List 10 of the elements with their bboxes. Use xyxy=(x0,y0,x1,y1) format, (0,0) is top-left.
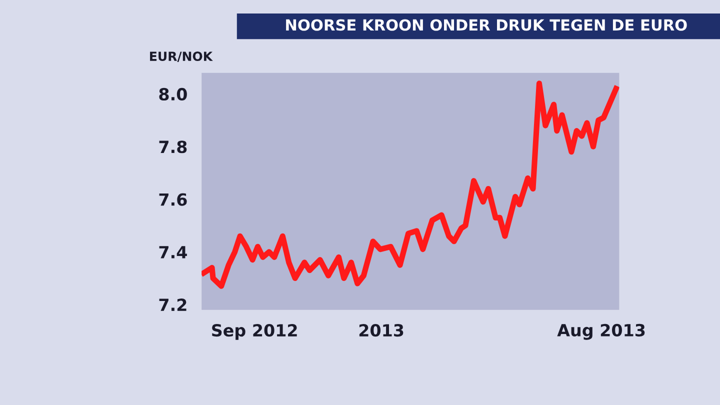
y-tick-label: 7.4 xyxy=(159,246,187,258)
x-tick-label: Aug 2013 xyxy=(557,324,645,340)
y-tick-label: 7.6 xyxy=(159,193,187,206)
chart-title: NOORSE KROON ONDER DRUK TEGEN DE EURO xyxy=(286,19,687,31)
y-tick-label: 8.0 xyxy=(159,88,187,101)
y-tick-label: 7.2 xyxy=(159,298,186,311)
y-axis-title: EUR/NOK xyxy=(150,52,213,62)
y-tick-label: 7.8 xyxy=(159,140,187,154)
x-tick-label: Sep 2012 xyxy=(212,324,297,340)
x-tick-label: 2013 xyxy=(359,324,404,337)
